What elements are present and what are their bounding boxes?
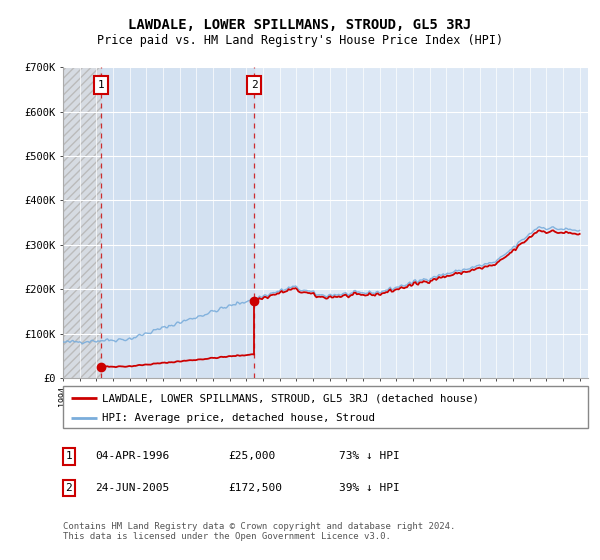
- Text: £172,500: £172,500: [228, 483, 282, 493]
- Text: 04-APR-1996: 04-APR-1996: [95, 451, 169, 461]
- Text: 39% ↓ HPI: 39% ↓ HPI: [339, 483, 400, 493]
- Text: 1: 1: [65, 451, 73, 461]
- Text: 24-JUN-2005: 24-JUN-2005: [95, 483, 169, 493]
- Bar: [63, 67, 101, 378]
- Text: 1: 1: [97, 80, 104, 90]
- Text: LAWDALE, LOWER SPILLMANS, STROUD, GL5 3RJ (detached house): LAWDALE, LOWER SPILLMANS, STROUD, GL5 3R…: [103, 393, 479, 403]
- Text: HPI: Average price, detached house, Stroud: HPI: Average price, detached house, Stro…: [103, 413, 376, 423]
- Bar: [101, 67, 254, 378]
- Text: Price paid vs. HM Land Registry's House Price Index (HPI): Price paid vs. HM Land Registry's House …: [97, 34, 503, 47]
- Text: 2: 2: [65, 483, 73, 493]
- Text: 73% ↓ HPI: 73% ↓ HPI: [339, 451, 400, 461]
- Text: LAWDALE, LOWER SPILLMANS, STROUD, GL5 3RJ: LAWDALE, LOWER SPILLMANS, STROUD, GL5 3R…: [128, 18, 472, 32]
- Text: £25,000: £25,000: [228, 451, 275, 461]
- Bar: [63, 67, 101, 378]
- Text: 2: 2: [251, 80, 258, 90]
- Text: Contains HM Land Registry data © Crown copyright and database right 2024.
This d: Contains HM Land Registry data © Crown c…: [63, 522, 455, 542]
